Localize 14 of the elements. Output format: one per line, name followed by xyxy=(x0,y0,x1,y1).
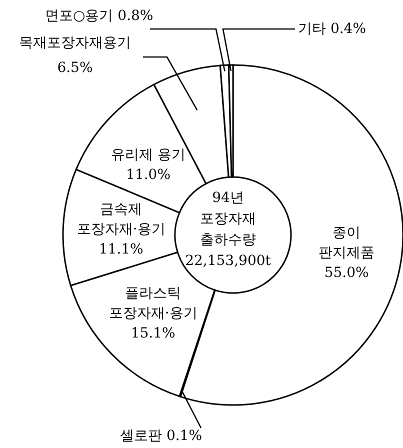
slice-label: 기타 0.4% xyxy=(298,21,366,37)
data-label: 15.1% xyxy=(130,325,176,342)
data-label: 6.5% xyxy=(57,60,93,76)
data-label: 11.1% xyxy=(98,242,144,258)
text: 94년 포장자재 출하수량 22,153,900t xyxy=(184,189,272,271)
data-label: 11.0% xyxy=(126,166,171,183)
slice-label: 플라스틱 포장자재·용기 xyxy=(108,285,198,322)
slice-label: 종이 판지제품 xyxy=(318,224,375,261)
data-label: 55.0% xyxy=(324,264,369,281)
slice-label: 목재포장자재용기 xyxy=(19,35,131,51)
slice-label: 금속제 포장자재·용기 xyxy=(76,202,166,238)
slice-label: 셀로판 0.1% xyxy=(120,428,202,444)
slice-label: 유리제 용기 xyxy=(111,146,186,163)
slice-label: 면포○용기 0.8% xyxy=(45,8,154,24)
